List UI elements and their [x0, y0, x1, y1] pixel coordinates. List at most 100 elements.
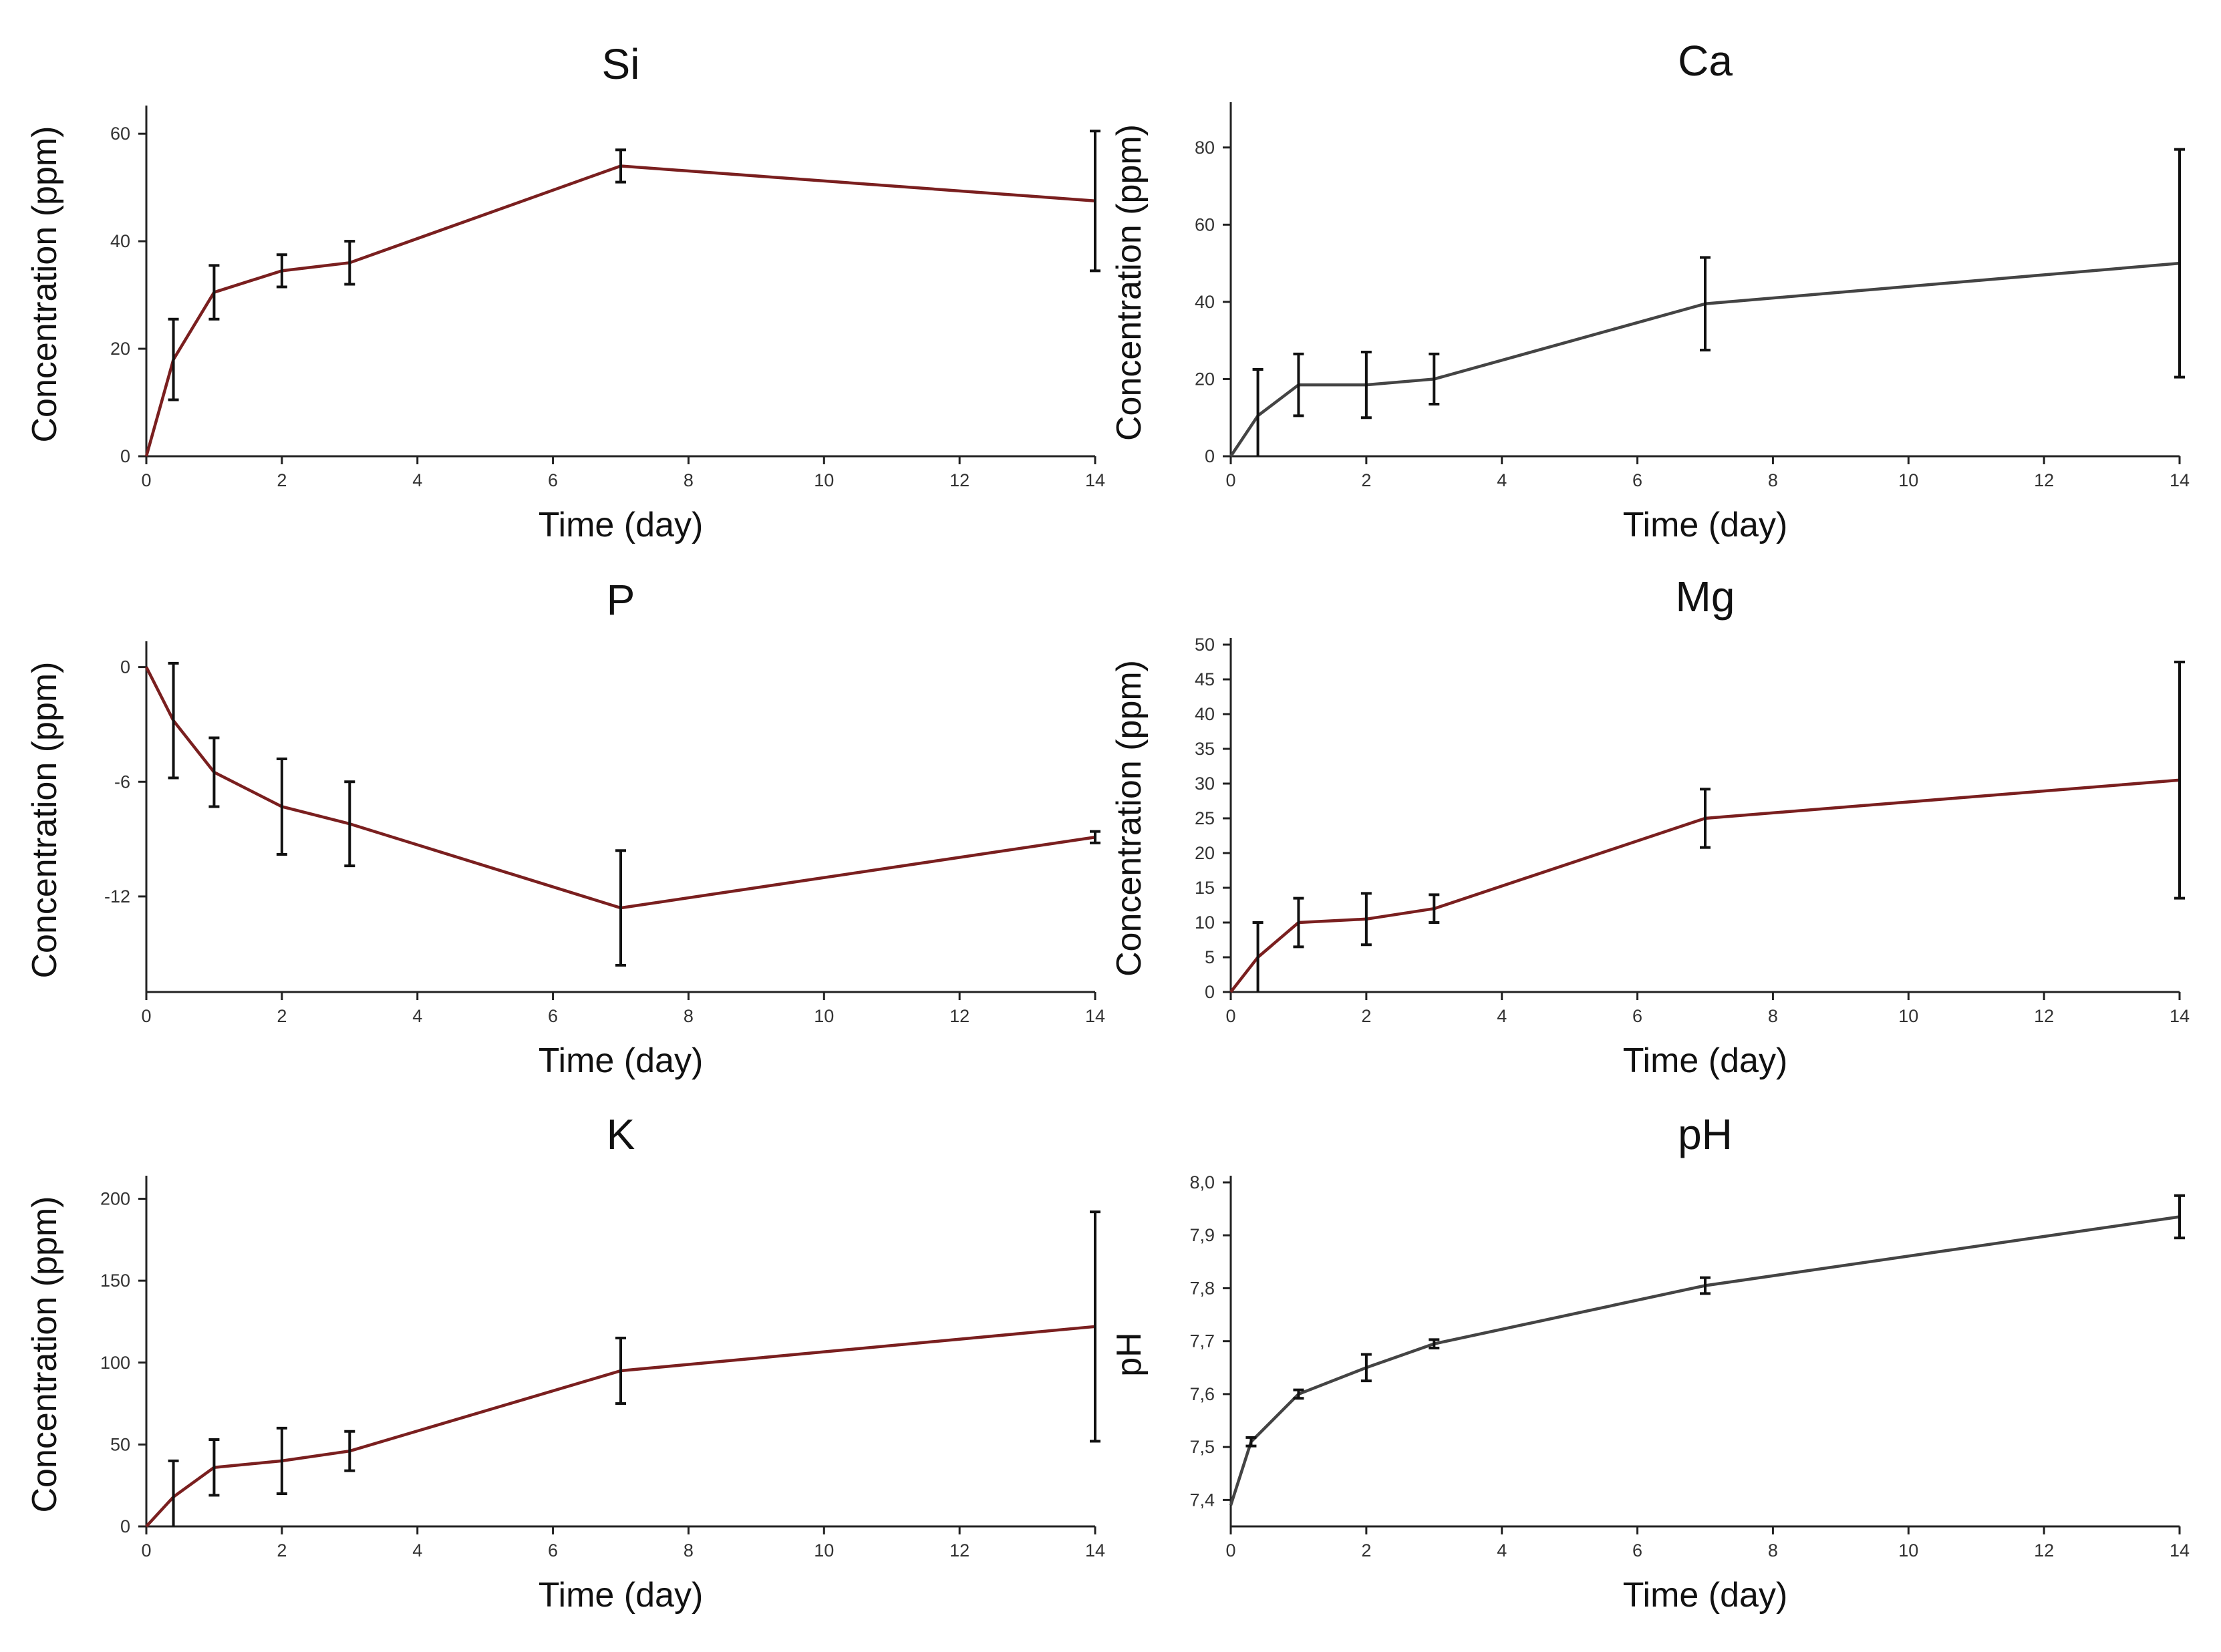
chart-title: Mg — [1676, 572, 1735, 621]
x-tick-label: 6 — [548, 1540, 558, 1560]
y-axis-label: pH — [1110, 1332, 1149, 1376]
x-tick-label: 6 — [548, 470, 558, 490]
x-tick-label: 14 — [2170, 1540, 2190, 1560]
y-tick-label: 10 — [1195, 913, 1215, 933]
x-tick-label: 12 — [949, 1006, 970, 1026]
chart-panel-mg: Mg 0 2 4 6 8 10 12 14 0 5 10 15 20 25 30 35 40 45 50 Time (d… — [1110, 572, 2190, 1080]
x-tick-label: 6 — [548, 1006, 558, 1026]
x-axis-label: Time (day) — [1623, 506, 1788, 544]
y-tick-label: 100 — [100, 1353, 130, 1373]
error-bar — [2174, 1194, 2185, 1240]
y-tick-label: 200 — [100, 1189, 130, 1209]
x-tick-label: 2 — [1361, 1540, 1371, 1560]
error-bar — [1252, 368, 1264, 456]
error-bar — [1700, 1276, 1711, 1295]
x-tick-label: 6 — [1632, 1006, 1642, 1026]
error-bar — [1700, 256, 1711, 352]
y-tick-label: 45 — [1195, 669, 1215, 689]
error-bar — [1429, 893, 1440, 924]
y-tick-label: 7,6 — [1189, 1384, 1215, 1404]
chart-panel-ca: Ca 0 2 4 6 8 10 12 14 0 20 40 60 80 Time (day) Concentr… — [1110, 37, 2190, 544]
y-tick-label: 50 — [1195, 635, 1215, 655]
error-bar — [276, 1426, 287, 1495]
x-tick-label: 8 — [684, 1540, 694, 1560]
x-tick-label: 4 — [1497, 470, 1507, 490]
y-tick-label: -6 — [114, 772, 130, 792]
x-tick-label: 14 — [1085, 1540, 1105, 1560]
error-bar — [1360, 892, 1372, 947]
x-tick-label: 14 — [2170, 470, 2190, 490]
chart-title: Ca — [1678, 37, 1733, 85]
error-bar — [1090, 1210, 1100, 1443]
error-bar — [1700, 788, 1711, 849]
error-bar — [276, 253, 287, 289]
x-tick-label: 4 — [412, 470, 422, 490]
y-tick-label: 7,5 — [1189, 1437, 1215, 1457]
x-tick-label: 10 — [814, 470, 834, 490]
y-tick-label: 15 — [1195, 878, 1215, 898]
y-tick-label: 40 — [1195, 704, 1215, 724]
error-bar — [344, 240, 355, 286]
error-bar — [2174, 661, 2185, 900]
x-tick-label: 4 — [1497, 1006, 1507, 1026]
x-tick-label: 10 — [814, 1006, 834, 1026]
error-bar — [1429, 352, 1440, 405]
error-bar — [1293, 896, 1304, 949]
x-axis-label: Time (day) — [539, 506, 704, 544]
error-bar — [615, 1336, 626, 1406]
x-tick-label: 12 — [949, 1540, 970, 1560]
y-tick-label: 40 — [1195, 292, 1215, 312]
x-tick-label: 2 — [277, 1006, 287, 1026]
x-tick-label: 8 — [1768, 1006, 1778, 1026]
x-tick-label: 0 — [1225, 470, 1235, 490]
error-bar — [168, 661, 179, 780]
x-tick-label: 10 — [1898, 1006, 1918, 1026]
chart-title: P — [607, 576, 635, 624]
error-bar — [344, 780, 355, 868]
error-bar — [168, 317, 179, 401]
y-tick-label: 20 — [110, 339, 130, 359]
x-tick-label: 0 — [141, 470, 151, 490]
error-bar — [168, 1459, 179, 1526]
y-tick-label: 0 — [120, 446, 130, 466]
x-tick-label: 10 — [1898, 470, 1918, 490]
error-bar — [1429, 1338, 1440, 1349]
x-tick-label: 14 — [1085, 1006, 1105, 1026]
x-tick-label: 4 — [1497, 1540, 1507, 1560]
x-tick-label: 4 — [412, 1006, 422, 1026]
y-tick-label: 8,0 — [1189, 1172, 1215, 1192]
x-tick-label: 8 — [684, 1006, 694, 1026]
error-bar — [1360, 351, 1372, 420]
y-tick-label: 20 — [1195, 369, 1215, 389]
x-tick-label: 2 — [277, 470, 287, 490]
y-tick-label: 0 — [120, 1516, 130, 1536]
x-tick-label: 8 — [1768, 1540, 1778, 1560]
x-tick-label: 12 — [2034, 470, 2054, 490]
x-tick-label: 12 — [2034, 1540, 2054, 1560]
error-bar — [1293, 352, 1304, 418]
x-tick-label: 8 — [684, 470, 694, 490]
x-axis-label: Time (day) — [539, 1576, 704, 1615]
error-bar — [208, 264, 220, 321]
x-tick-label: 10 — [1898, 1540, 1918, 1560]
error-bar — [1090, 130, 1100, 273]
x-tick-label: 6 — [1632, 1540, 1642, 1560]
x-tick-label: 10 — [814, 1540, 834, 1560]
y-tick-label: 0 — [1205, 982, 1215, 1002]
chart-panel-p: P 0 2 4 6 8 10 12 14 -12 -6 0 Time (day) Concentratio… — [25, 576, 1105, 1080]
error-bar — [1245, 1436, 1257, 1448]
y-tick-label: 0 — [1205, 446, 1215, 466]
y-axis-label: Concentration (ppm) — [25, 662, 64, 979]
error-bar — [1360, 1353, 1372, 1383]
x-axis-label: Time (day) — [539, 1041, 704, 1080]
y-tick-label: 40 — [110, 231, 130, 251]
error-bar — [615, 148, 626, 184]
chart-title: pH — [1678, 1110, 1733, 1158]
x-axis-label: Time (day) — [1623, 1041, 1788, 1080]
x-axis-label: Time (day) — [1623, 1576, 1788, 1615]
x-tick-label: 14 — [2170, 1006, 2190, 1026]
error-bar — [344, 1430, 355, 1472]
chart-title: K — [607, 1110, 635, 1158]
y-tick-label: 35 — [1195, 739, 1215, 759]
